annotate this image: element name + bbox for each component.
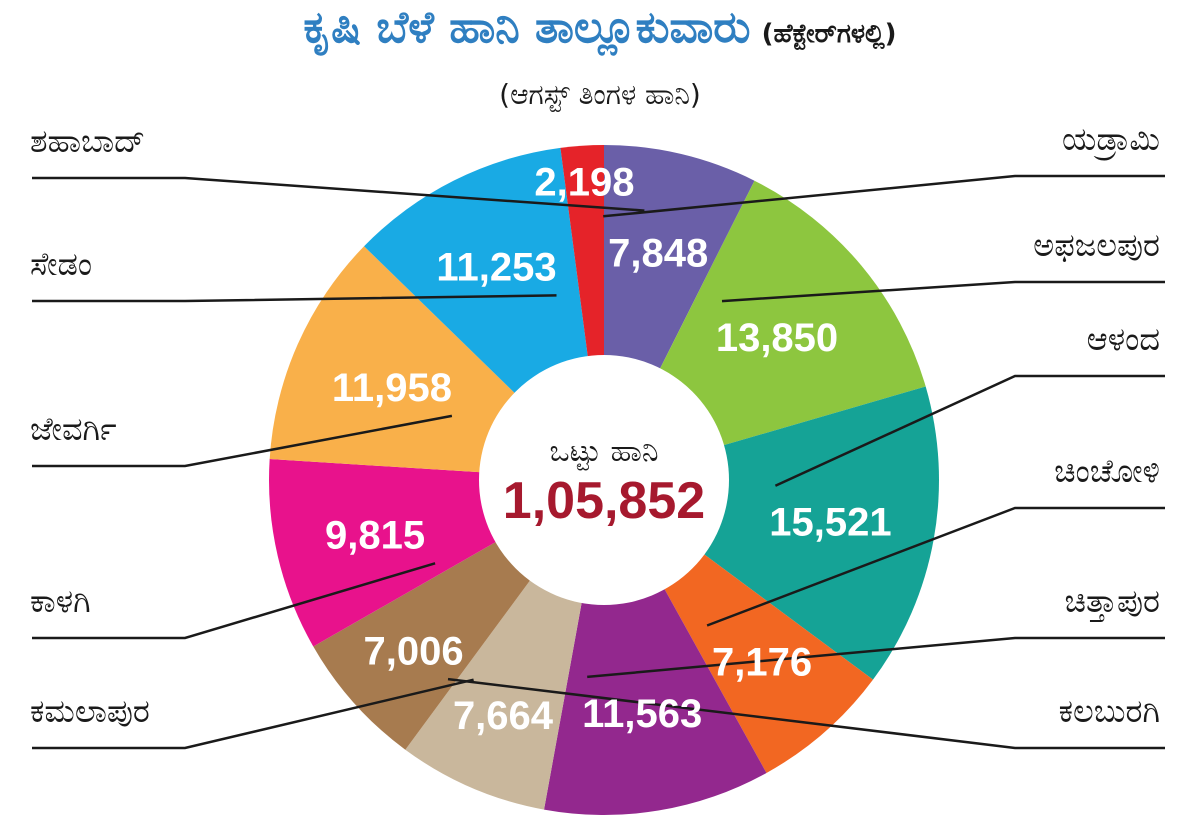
category-label: ಸೇಡಂ (30, 245, 92, 283)
category-label: ಕಲಬುರಗಿ (1059, 692, 1160, 730)
category-label: ಅಫಜಲಪುರ (1033, 226, 1160, 264)
category-label: ಚಿಂಚೋಳಿ (1054, 452, 1160, 490)
leader-line (774, 374, 1165, 487)
chart-title-unit: (ಹೆಕ್ಟೇರ್‌ಗಳಲ್ಲಿ) (761, 19, 897, 49)
center-total: 1,05,852 (503, 472, 705, 530)
value-label: 9,815 (325, 513, 425, 557)
value-label: 7,006 (364, 630, 464, 674)
center-label: ಒಟ್ಟು ಹಾನಿ (549, 434, 658, 471)
value-label: 7,664 (453, 694, 554, 738)
leader-line (706, 506, 1165, 627)
title-row: ಕೃಷಿ ಬೆಳೆ ಹಾನಿ ತಾಲ್ಲೂಕುವಾರು (ಹೆಕ್ಟೇರ್‌ಗಳ… (0, 2, 1200, 53)
category-label: ಕಾಳಗಿ (30, 582, 91, 620)
category-label: ಜೇವರ್ಗಿ (30, 410, 117, 448)
value-label: 7,176 (712, 641, 812, 685)
leader-line (32, 294, 557, 303)
leader-line (32, 176, 645, 212)
value-label: 11,563 (582, 692, 702, 736)
leader-line (32, 414, 453, 468)
leader-line (447, 677, 1165, 750)
category-labels: ಯಡ್ರಾಮಿ ಅಫಜಲಪುರ ಆಳಂದ ಚಿಂಚೋಳಿ ಚಿತ್ತಾಪುರ ಕಲಬುರಗ… (30, 120, 1160, 730)
chart-subtitle: (ಆಗಸ್ಟ್‌ ತಿಂಗಳ ಹಾನಿ) (499, 78, 701, 111)
chart-title: ಕೃಷಿ ಬೆಳೆ ಹಾನಿ ತಾಲ್ಲೂಕುವಾರು (303, 2, 751, 53)
value-label: 13,850 (716, 316, 838, 360)
value-label: 2,198 (534, 161, 634, 205)
leader-line (587, 636, 1165, 679)
category-label: ಯಡ್ರಾಮಿ (1062, 120, 1160, 160)
leader-line (32, 678, 474, 750)
leader-line (721, 280, 1165, 303)
category-label: ಶಹಾಬಾದ್ (30, 122, 145, 160)
category-label: ಚಿತ್ತಾಪುರ (1065, 582, 1160, 621)
value-label: 11,253 (436, 245, 556, 289)
value-label: 15,521 (769, 501, 891, 545)
leader-lines (32, 174, 1165, 750)
center-hole (479, 355, 729, 605)
category-label: ಆಳಂದ (1087, 320, 1160, 358)
leader-line (603, 174, 1165, 218)
category-label: ಕಮಲಾಪುರ (30, 692, 150, 730)
value-label: 7,848 (608, 231, 708, 275)
value-label: 11,958 (332, 366, 452, 410)
leader-line (32, 562, 436, 640)
